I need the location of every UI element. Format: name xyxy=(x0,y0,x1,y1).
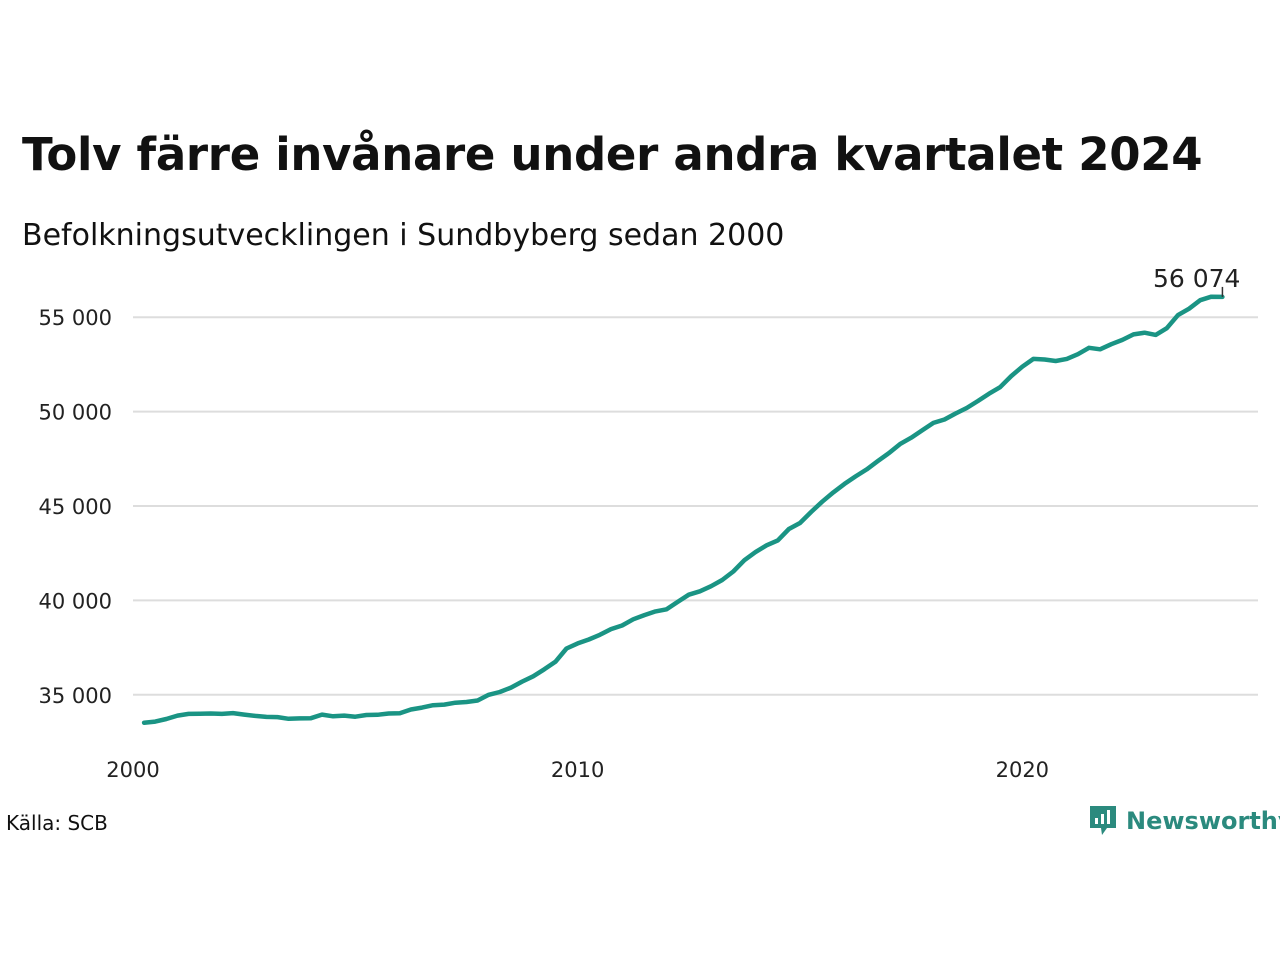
x-tick-label: 2000 xyxy=(106,758,159,782)
x-axis-ticks: 2000 2010 2020 xyxy=(106,758,1049,782)
chart-title: Tolv färre invånare under andra kvartale… xyxy=(22,128,1203,181)
series-line xyxy=(141,294,1225,725)
x-tick-label: 2010 xyxy=(551,758,604,782)
x-tick-label: 2020 xyxy=(996,758,1049,782)
y-tick-label: 45 000 xyxy=(39,495,112,519)
y-tick-label: 55 000 xyxy=(39,306,112,330)
brand-name: Newsworthy xyxy=(1126,807,1280,835)
y-tick-label: 35 000 xyxy=(39,684,112,708)
y-tick-label: 50 000 xyxy=(39,401,112,425)
end-value-label: 56 074 xyxy=(1153,264,1240,293)
source-note: Källa: SCB xyxy=(6,811,108,835)
bar-chart-logo-icon xyxy=(1090,806,1116,835)
y-axis-ticks: 35 000 40 000 45 000 50 000 55 000 xyxy=(39,306,112,708)
chart-subtitle: Befolkningsutvecklingen i Sundbyberg sed… xyxy=(22,218,785,253)
brand-logo[interactable]: Newsworthy xyxy=(1088,804,1280,838)
grid-lines xyxy=(133,316,1258,696)
y-tick-label: 40 000 xyxy=(39,589,112,613)
end-value-group: 56 074 xyxy=(1153,264,1240,297)
series-group xyxy=(141,294,1225,725)
